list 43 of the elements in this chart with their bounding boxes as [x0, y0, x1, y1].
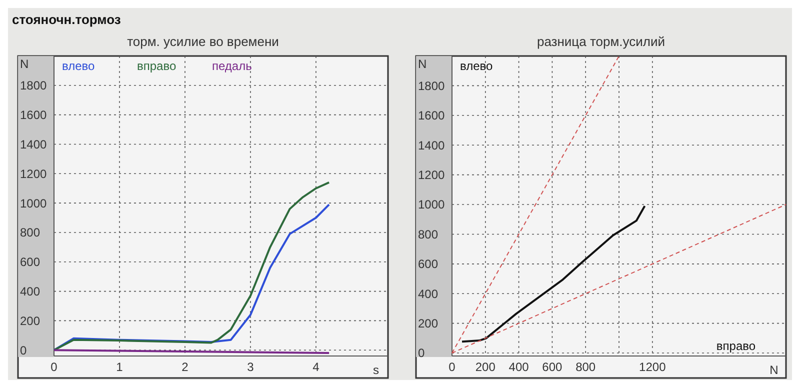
- chart-title: разница торм.усилий: [536, 34, 666, 49]
- y-tick-label: 800: [418, 227, 438, 242]
- x-tick-label: 4: [312, 360, 320, 374]
- y-tick-label: 1800: [418, 78, 446, 93]
- y-tick-label: 200: [20, 314, 40, 328]
- y-axis-title: N: [20, 57, 29, 71]
- x-tick-label: 600: [542, 360, 563, 374]
- text: педаль: [212, 59, 252, 73]
- x-tick-label: 1200: [639, 360, 666, 374]
- x-tick-label: 0: [448, 360, 456, 374]
- annotation: вправо: [716, 339, 756, 353]
- y-tick-label: 600: [418, 257, 438, 272]
- y-tick-label: 0: [20, 343, 27, 358]
- y-tick-label: 1000: [20, 196, 48, 210]
- x-tick-label: 400: [508, 360, 530, 374]
- chart-title: торм. усилие во времени: [127, 34, 279, 49]
- y-tick-label: 1800: [20, 78, 48, 93]
- y-tick-label: 200: [418, 316, 438, 331]
- text: стояночн.тормоз: [12, 12, 122, 27]
- y-tick-label: 1000: [418, 198, 446, 212]
- y-tick-label: 400: [20, 284, 40, 298]
- text: влево: [62, 59, 96, 73]
- x-tick-label: 1: [116, 360, 124, 374]
- y-tick-label: 1400: [418, 138, 446, 152]
- x-tick-label: 200: [475, 360, 496, 374]
- y-tick-label: 0: [418, 346, 425, 360]
- y-tick-label: 1200: [20, 166, 48, 181]
- y-tick-label: 1600: [418, 108, 446, 123]
- y-axis-title: N: [418, 57, 427, 71]
- y-tick-label: 1400: [20, 137, 48, 152]
- y-tick-label: 800: [20, 226, 40, 240]
- y-tick-label: 600: [20, 255, 40, 270]
- text: вправо: [137, 59, 176, 73]
- y-tick-label: 1600: [20, 108, 48, 122]
- x-axis-title: N: [770, 363, 778, 377]
- annotation: влево: [460, 59, 494, 73]
- x-tick-label: 0: [50, 360, 58, 374]
- y-tick-label: 1200: [418, 168, 446, 182]
- x-tick-label: 2: [182, 360, 189, 374]
- x-tick-label: 3: [247, 360, 254, 374]
- x-axis-title: s: [373, 363, 379, 377]
- x-tick-label: 800: [576, 360, 596, 374]
- y-tick-label: 400: [418, 286, 438, 301]
